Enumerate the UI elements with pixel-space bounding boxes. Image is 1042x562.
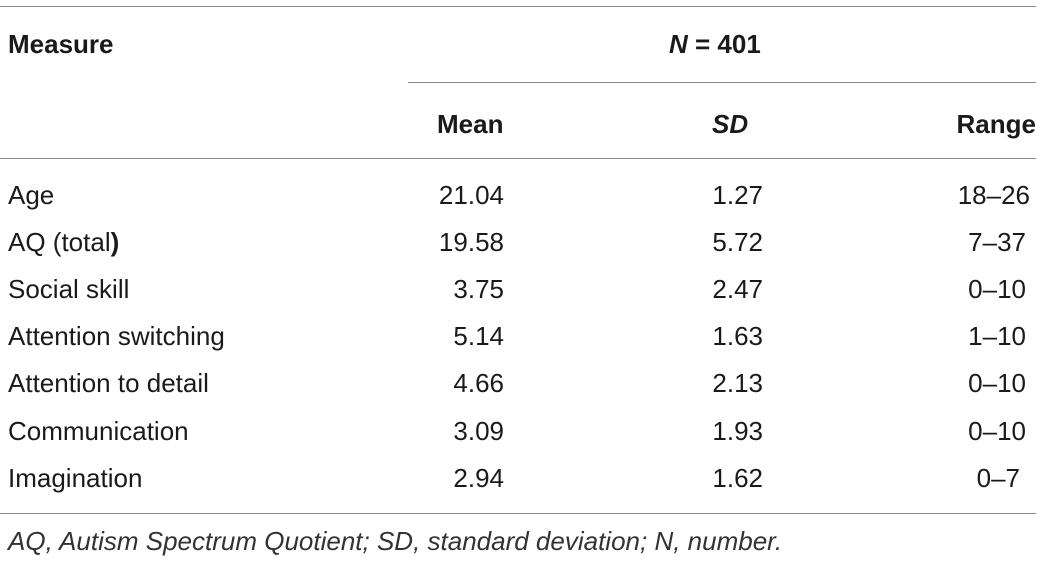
row-measure-suffix: ) — [110, 227, 120, 257]
row-sd: 2.13 — [712, 368, 763, 398]
header-n-value: = 401 — [687, 29, 761, 59]
row-range: 0–10 — [968, 416, 1026, 446]
row-measure: AQ (total) — [8, 227, 119, 257]
table-top-rule — [0, 6, 1036, 7]
row-range: 7–37 — [968, 227, 1026, 257]
row-mean: 5.14 — [453, 321, 504, 351]
row-mean: 3.09 — [453, 416, 504, 446]
table-bottom-rule — [0, 513, 1036, 514]
row-sd: 2.47 — [712, 274, 763, 304]
row-measure: Attention switching — [8, 321, 225, 351]
header-mean: Mean — [437, 109, 504, 139]
header-n-label: N — [669, 29, 688, 59]
header-measure: Measure — [8, 29, 114, 59]
row-sd: 1.27 — [712, 180, 763, 210]
row-range: 0–10 — [968, 368, 1026, 398]
row-range: 0–7 — [976, 463, 1020, 493]
row-mean: 19.58 — [438, 227, 504, 257]
row-measure-text: AQ (total — [8, 227, 111, 257]
row-range: 0–10 — [968, 274, 1026, 304]
row-mean: 3.75 — [453, 274, 504, 304]
row-mean: 2.94 — [453, 463, 504, 493]
table-footnote: AQ, Autism Spectrum Quotient; SD, standa… — [8, 526, 783, 556]
row-range: 1–10 — [968, 321, 1026, 351]
group-rule — [408, 82, 1036, 83]
row-measure: Communication — [8, 416, 189, 446]
row-range: 18–26 — [957, 180, 1030, 210]
header-sample-size: N = 401 — [669, 29, 761, 59]
header-sd: SD — [712, 109, 749, 139]
header-rule — [0, 158, 1036, 159]
row-sd: 1.62 — [712, 463, 763, 493]
row-measure: Attention to detail — [8, 368, 209, 398]
row-sd: 1.63 — [712, 321, 763, 351]
row-measure: Age — [8, 180, 55, 210]
row-mean: 21.04 — [438, 180, 504, 210]
row-mean: 4.66 — [453, 368, 504, 398]
row-measure: Imagination — [8, 463, 143, 493]
header-range: Range — [956, 109, 1036, 139]
row-sd: 5.72 — [712, 227, 763, 257]
row-measure: Social skill — [8, 274, 130, 304]
row-sd: 1.93 — [712, 416, 763, 446]
